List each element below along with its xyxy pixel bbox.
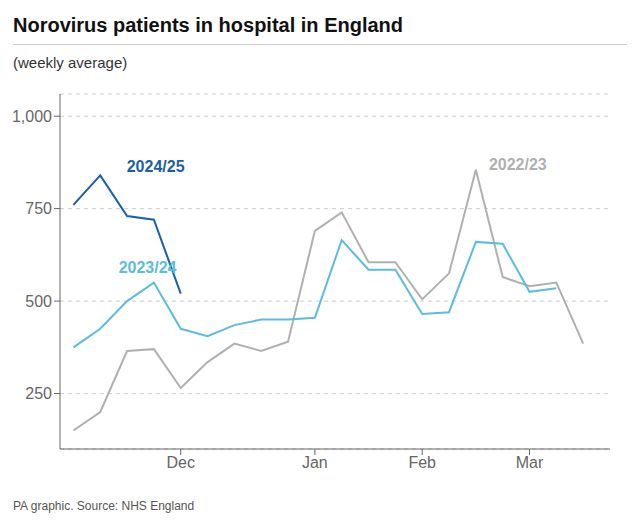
svg-text:500: 500 (25, 293, 52, 310)
svg-text:Feb: Feb (408, 454, 436, 471)
html-text:PA graphic. Source: NHS Englan: PA graphic. Source: NHS England (13, 499, 195, 513)
html-text:(weekly average): (weekly average) (13, 54, 128, 71)
svg-text:750: 750 (25, 200, 52, 217)
svg-text:Mar: Mar (516, 454, 544, 471)
svg-text:Jan: Jan (302, 454, 328, 471)
svg-text:250: 250 (25, 385, 52, 402)
svg-text:2023/24: 2023/24 (119, 259, 177, 276)
html-text:Norovirus patients in hospital: Norovirus patients in hospital in Englan… (13, 14, 403, 36)
svg-text:2024/25: 2024/25 (127, 158, 185, 175)
svg-text:2022/23: 2022/23 (489, 156, 547, 173)
svg-text:1,000: 1,000 (12, 108, 52, 125)
svg-text:Dec: Dec (167, 454, 195, 471)
